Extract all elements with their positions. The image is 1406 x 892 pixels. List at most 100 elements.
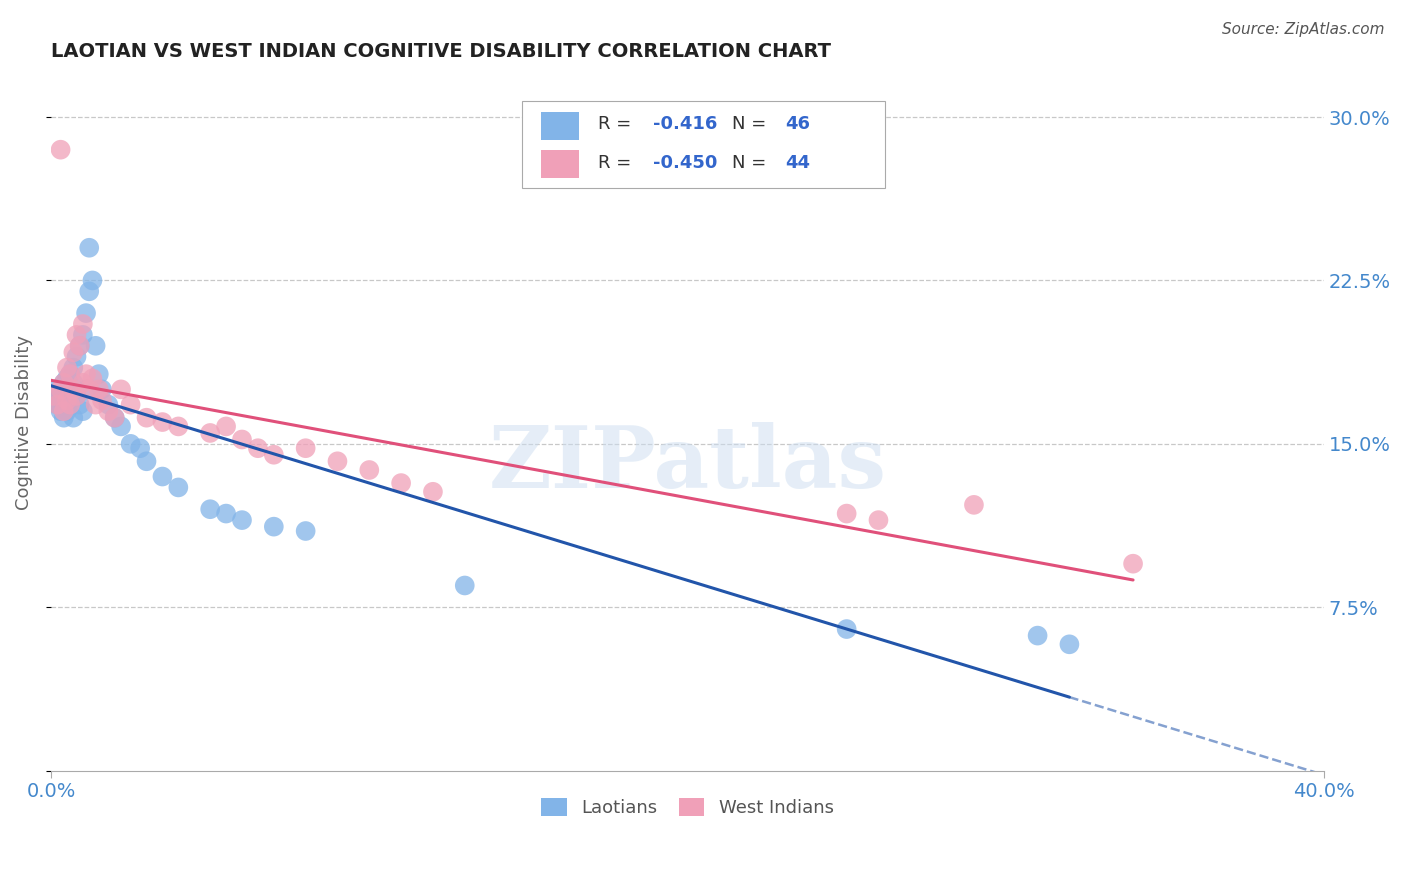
Point [49,383,72,397]
Point [198,502,221,516]
Point [46,383,69,397]
Point [359,463,381,477]
Point [52,376,75,390]
Point [215,419,238,434]
Point [152,469,174,483]
Point [198,425,221,440]
Point [72,327,94,342]
Point [167,419,190,434]
Point [77,285,100,299]
Point [120,398,142,412]
Point [231,433,253,447]
Point [84,339,107,353]
Y-axis label: Cognitive Disability: Cognitive Disability [15,334,32,509]
Point [62,383,84,397]
Point [65,389,87,403]
Text: R =: R = [599,115,637,133]
Point [56,360,79,375]
Point [62,376,84,390]
Text: 44: 44 [786,153,810,171]
Point [246,441,269,455]
Point [77,383,100,397]
Point [52,376,75,390]
FancyBboxPatch shape [522,102,884,188]
Point [294,441,316,455]
Text: LAOTIAN VS WEST INDIAN COGNITIVE DISABILITY CORRELATION CHART: LAOTIAN VS WEST INDIAN COGNITIVE DISABIL… [51,42,831,61]
Point [326,454,349,468]
Point [152,415,174,429]
Text: ZIPatlas: ZIPatlas [488,422,887,506]
Point [59,367,82,381]
Point [49,143,72,157]
Point [77,241,100,255]
Point [59,367,82,381]
Point [868,513,890,527]
Point [44,393,66,408]
Point [72,404,94,418]
Point [75,383,97,397]
Text: -0.450: -0.450 [654,153,717,171]
Point [65,327,87,342]
Point [263,448,285,462]
Point [135,454,157,468]
Point [56,404,79,418]
FancyBboxPatch shape [541,112,579,140]
Point [263,519,285,533]
Point [963,498,986,512]
Point [87,367,110,381]
Point [69,339,91,353]
Point [75,306,97,320]
Point [82,273,104,287]
Point [46,398,69,412]
Point [110,383,132,397]
Text: 46: 46 [786,115,810,133]
Point [1026,629,1049,643]
Point [52,404,75,418]
Text: N =: N = [733,115,772,133]
Point [75,367,97,381]
Text: -0.416: -0.416 [654,115,717,133]
Point [215,507,238,521]
Point [56,393,79,408]
Point [91,393,114,408]
Point [97,398,120,412]
Legend: Laotians, West Indians: Laotians, West Indians [534,791,841,824]
Point [59,393,82,408]
Point [62,345,84,359]
Point [104,410,127,425]
Point [120,437,142,451]
Point [65,389,87,403]
Point [65,350,87,364]
Point [110,419,132,434]
Point [62,360,84,375]
Point [835,507,858,521]
Point [1122,557,1144,571]
Point [82,371,104,385]
Point [44,389,66,403]
Point [389,476,412,491]
Point [62,410,84,425]
Point [84,398,107,412]
FancyBboxPatch shape [541,150,579,178]
Point [52,410,75,425]
Point [49,389,72,403]
Point [454,578,477,592]
Point [72,376,94,390]
Point [231,513,253,527]
Point [104,410,127,425]
Point [91,383,114,397]
Point [167,480,190,494]
Point [422,484,444,499]
Point [835,622,858,636]
Point [72,317,94,331]
Point [46,398,69,412]
Text: R =: R = [599,153,637,171]
Point [1059,637,1081,651]
Point [59,398,82,412]
Point [135,410,157,425]
Point [69,398,91,412]
Point [56,383,79,397]
Point [69,339,91,353]
Text: Source: ZipAtlas.com: Source: ZipAtlas.com [1222,22,1385,37]
Point [294,524,316,538]
